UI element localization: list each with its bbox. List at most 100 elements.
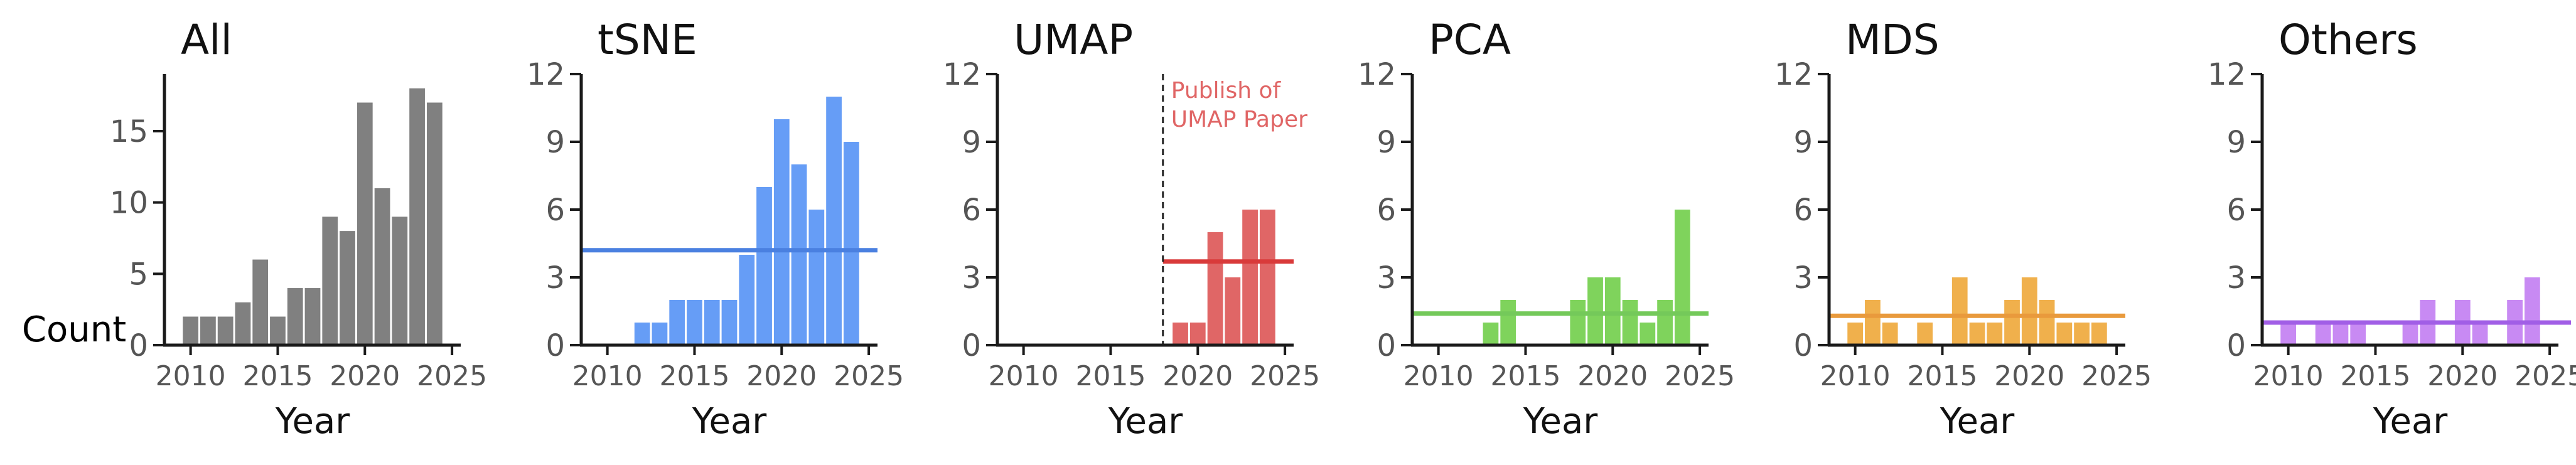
bar-2010 (183, 316, 199, 345)
bar-2013 (2332, 323, 2349, 345)
x-tick-label: 2010 (1820, 360, 1891, 392)
y-tick-label: 12 (1358, 57, 1396, 92)
panel-all: 0 5 10 15 2010 2015 2020 2025 Year All (110, 16, 487, 442)
bar-2020 (1604, 277, 1621, 345)
panel-pca: 0 3 6 9 12 2010 2015 2020 2025 Year PCA (1358, 16, 1735, 442)
bar-2020 (2021, 277, 2037, 345)
x-tick-label: 2020 (746, 360, 817, 392)
y-tick-label: 3 (1377, 260, 1396, 296)
x-tick-label: 2025 (2514, 360, 2576, 392)
bar-2024 (2524, 277, 2540, 345)
bar-2022 (1225, 277, 1241, 345)
y-tick-label: 6 (1377, 193, 1396, 228)
y-tick-label: 3 (545, 260, 565, 296)
bar-2015 (687, 300, 702, 345)
x-axis-label: Year (1108, 401, 1184, 442)
bar-2022 (808, 210, 825, 345)
bar-2016 (287, 288, 303, 345)
y-tick-label: 0 (1377, 328, 1396, 363)
chart-title: Others (2278, 16, 2418, 64)
annotation-text: UMAP Paper (1171, 107, 1307, 132)
x-tick-label: 2025 (2081, 360, 2152, 392)
bar-2021 (2039, 300, 2055, 345)
y-tick-label: 9 (1793, 125, 1813, 160)
y-tick-label: 0 (129, 328, 148, 363)
x-tick-label: 2025 (1665, 360, 1735, 392)
y-tick-label: 0 (962, 328, 981, 363)
y-tick-label: 12 (2208, 57, 2246, 92)
bar-2024 (1674, 210, 1690, 345)
y-tick-label: 6 (545, 193, 565, 228)
bar-2023 (2074, 323, 2090, 345)
x-tick-label: 2025 (834, 360, 904, 392)
bar-2022 (2056, 323, 2073, 345)
x-tick-label: 2015 (659, 360, 729, 392)
bar-2013 (1483, 323, 1499, 345)
y-tick-label: 9 (1377, 125, 1396, 160)
y-tick-label: 12 (943, 57, 981, 92)
y-tick-label: 9 (962, 125, 981, 160)
bar-2019 (1587, 277, 1603, 345)
bar-2018 (1987, 323, 2003, 345)
bar-2021 (1207, 232, 1223, 345)
y-tick-label: 6 (2226, 193, 2246, 228)
bar-2023 (826, 97, 842, 345)
x-tick-label: 2015 (2340, 360, 2410, 392)
x-tick-label: 2010 (156, 360, 226, 392)
bar-2017 (1969, 323, 1985, 345)
y-tick-label: 3 (1793, 260, 1813, 296)
x-axis-label: Year (692, 401, 768, 442)
y-tick-label: 5 (129, 257, 148, 292)
x-tick-label: 2020 (1994, 360, 2064, 392)
bar-2011 (200, 316, 216, 345)
bar-2012 (1882, 323, 1898, 345)
x-tick-label: 2025 (1250, 360, 1320, 392)
x-axis-label: Year (275, 401, 351, 442)
x-tick-label: 2015 (1490, 360, 1560, 392)
bar-2015 (270, 316, 286, 345)
bar-2021 (791, 164, 807, 345)
x-axis-label: Year (1940, 401, 2015, 442)
bar-2012 (217, 316, 233, 345)
x-axis-label: Year (2373, 401, 2449, 442)
bar-2024 (2091, 323, 2107, 345)
chart-title: MDS (1845, 16, 1940, 64)
bar-2021 (2472, 323, 2488, 345)
x-tick-label: 2015 (1075, 360, 1146, 392)
bar-2023 (1657, 300, 1673, 345)
bar-2022 (392, 216, 408, 345)
bar-2021 (374, 188, 390, 345)
y-tick-label: 0 (545, 328, 565, 363)
chart-title: tSNE (598, 16, 697, 64)
chart-title: PCA (1429, 16, 1511, 64)
panel-tsne: 0 3 6 9 12 2010 2015 2020 2025 Year tSNE (527, 16, 904, 442)
bar-2017 (2402, 323, 2418, 345)
bar-2020 (357, 102, 373, 345)
bar-2018 (739, 255, 755, 345)
bar-2014 (1500, 300, 1516, 345)
bar-2010 (1847, 323, 1864, 345)
shared-y-axis-label: Count (22, 309, 126, 350)
bar-2019 (340, 231, 355, 345)
x-axis-label: Year (1523, 401, 1599, 442)
bar-2020 (1189, 323, 1206, 345)
bar-2019 (1173, 323, 1188, 345)
bar-2012 (2315, 323, 2331, 345)
bar-2024 (426, 102, 443, 345)
y-tick-label: 9 (2226, 125, 2246, 160)
bar-2014 (252, 259, 269, 345)
bar-2022 (1640, 323, 1656, 345)
x-tick-label: 2015 (1907, 360, 1977, 392)
bar-2010 (2280, 323, 2297, 345)
bar-2013 (652, 323, 668, 345)
bar-2023 (1242, 210, 1258, 345)
bar-2021 (1622, 300, 1638, 345)
bar-2017 (304, 288, 321, 345)
bar-2016 (1951, 277, 1968, 345)
y-tick-label: 9 (545, 125, 565, 160)
bar-2024 (843, 142, 859, 345)
bar-2013 (235, 302, 251, 345)
bar-2014 (2350, 323, 2366, 345)
panel-others: 0 3 6 9 12 2010 2015 2020 2025 Year Others (2208, 16, 2576, 442)
